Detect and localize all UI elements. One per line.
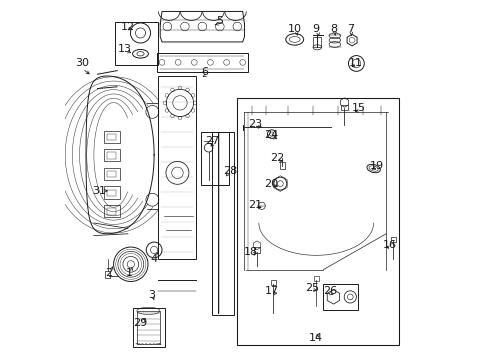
Bar: [104, 186, 120, 199]
Text: 24: 24: [264, 130, 278, 140]
Text: 11: 11: [348, 58, 362, 68]
Text: 30: 30: [75, 58, 89, 68]
Bar: [107, 171, 116, 177]
Bar: [322, 284, 357, 310]
Bar: [107, 208, 116, 215]
Bar: [212, 132, 233, 315]
Text: 3: 3: [147, 290, 154, 300]
Bar: [201, 132, 229, 185]
Text: 16: 16: [382, 239, 396, 249]
Text: 17: 17: [264, 286, 278, 296]
Text: 14: 14: [308, 333, 323, 343]
Text: 15: 15: [351, 103, 366, 113]
Bar: [132, 309, 164, 347]
Text: 13: 13: [117, 44, 131, 54]
Text: 8: 8: [329, 24, 336, 35]
Text: 2: 2: [104, 268, 112, 278]
Bar: [115, 22, 158, 65]
Bar: [279, 162, 284, 169]
Bar: [270, 280, 276, 285]
Bar: [158, 76, 196, 259]
Bar: [107, 152, 116, 159]
Bar: [390, 237, 395, 242]
Text: 20: 20: [264, 179, 278, 189]
Bar: [104, 149, 120, 161]
Bar: [107, 134, 116, 140]
Text: 29: 29: [133, 319, 147, 328]
Text: 25: 25: [305, 283, 319, 293]
Bar: [107, 190, 116, 196]
Bar: [104, 205, 120, 217]
Bar: [254, 247, 260, 253]
Text: 1: 1: [125, 268, 132, 278]
Text: 6: 6: [201, 67, 208, 77]
Text: 19: 19: [369, 161, 384, 171]
Bar: [313, 37, 321, 47]
Text: 27: 27: [204, 136, 219, 145]
Text: 4: 4: [150, 254, 157, 264]
Bar: [104, 131, 120, 143]
Text: 12: 12: [121, 22, 135, 32]
Text: 22: 22: [269, 153, 284, 163]
Bar: [104, 168, 120, 180]
Bar: [341, 105, 347, 110]
Text: 23: 23: [248, 120, 262, 129]
Bar: [137, 311, 160, 344]
Text: 21: 21: [248, 200, 262, 210]
Text: 31: 31: [92, 186, 106, 196]
Text: 9: 9: [312, 24, 319, 35]
Bar: [236, 98, 398, 345]
Text: 26: 26: [323, 286, 337, 296]
Text: 18: 18: [244, 247, 258, 257]
Bar: [313, 276, 319, 281]
Text: 10: 10: [287, 24, 301, 35]
Text: 28: 28: [223, 166, 237, 176]
Bar: [104, 271, 110, 278]
Bar: [156, 53, 247, 72]
Text: 5: 5: [216, 17, 223, 27]
Text: 7: 7: [346, 24, 353, 35]
